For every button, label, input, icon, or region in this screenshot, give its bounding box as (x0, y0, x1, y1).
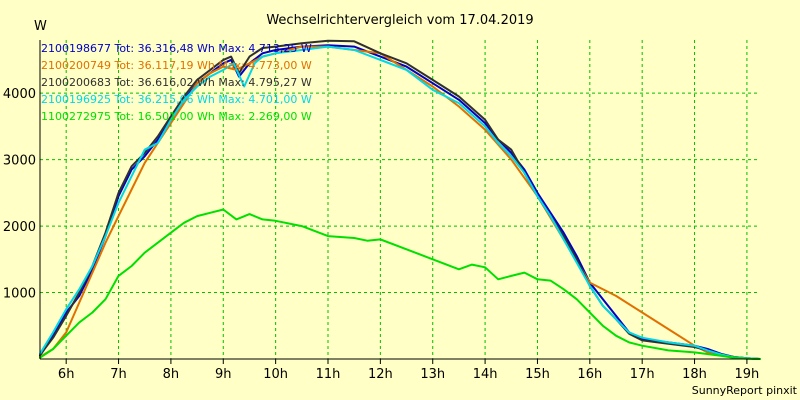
legend-entry-2: 2100200749 Tot: 36.117,19 Wh Max: 4.773,… (41, 59, 312, 72)
legend-entry-4: 2100196925 Tot: 36.215,06 Wh Max: 4.701,… (41, 93, 312, 106)
legend: 2100198677 Tot: 36.316,48 Wh Max: 4.713,… (41, 42, 312, 123)
y-axis-unit-label: W (34, 19, 47, 34)
x-tick-labels: 6h 7h 8h 9h 10h 11h 12h 13h 14h 15h 16h 17h 18h 19h (58, 367, 759, 382)
y-tick-label: 1000 (3, 287, 36, 302)
x-tick-label: 16h (577, 367, 602, 382)
y-tick-label: 2000 (3, 220, 36, 235)
y-tick-label: 4000 (3, 87, 36, 102)
x-tick-label: 15h (525, 367, 550, 382)
axes (39, 40, 760, 364)
x-tick-label: 17h (630, 367, 655, 382)
legend-entry-3: 2100200683 Tot: 36.616,02 Wh Max: 4.795,… (41, 76, 312, 89)
x-tick-label: 14h (473, 367, 498, 382)
x-tick-label: 10h (263, 367, 288, 382)
chart-footer: SunnyReport pinxit (692, 384, 798, 397)
legend-entry-1: 2100198677 Tot: 36.316,48 Wh Max: 4.713,… (41, 42, 312, 55)
series-line-2 (39, 45, 761, 360)
series-line-4 (39, 45, 761, 360)
legend-entry-5: 1100272975 Tot: 16.501,00 Wh Max: 2.269,… (41, 110, 312, 123)
x-tick-label: 8h (163, 367, 180, 382)
series-line-5 (39, 208, 761, 360)
x-tick-label: 7h (110, 367, 127, 382)
x-tick-label: 9h (215, 367, 232, 382)
x-tick-label: 13h (420, 367, 445, 382)
x-tick-label: 11h (316, 367, 341, 382)
x-tick-label: 12h (368, 367, 393, 382)
y-tick-labels: 1000 2000 3000 4000 (3, 87, 36, 301)
grid-lines (40, 40, 760, 359)
x-tick-label: 6h (58, 367, 75, 382)
x-tick-label: 18h (682, 367, 707, 382)
chart-title: Wechselrichtervergleich vom 17.04.2019 (266, 13, 533, 28)
y-tick-label: 3000 (3, 154, 36, 169)
x-tick-label: 19h (735, 367, 760, 382)
series-lines (39, 39, 761, 360)
